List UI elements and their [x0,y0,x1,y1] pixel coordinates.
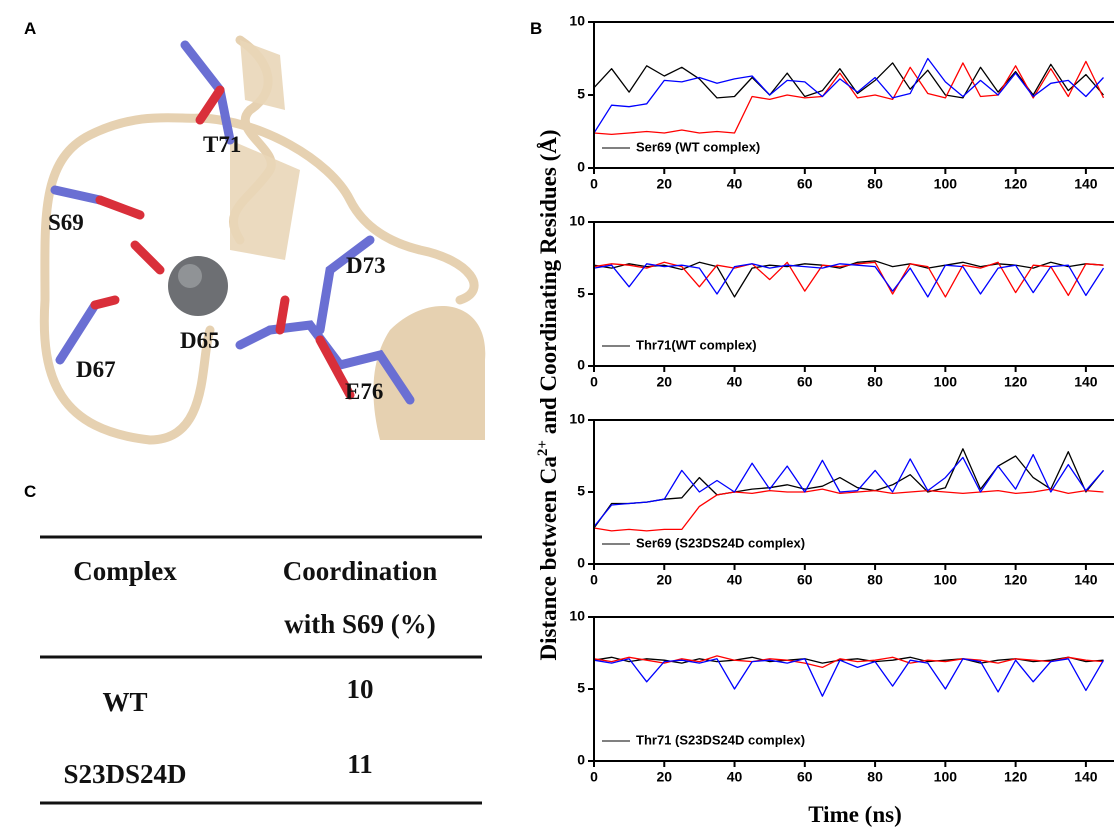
series-line [594,264,1104,297]
y-tick-label: 10 [569,411,585,427]
x-tick-label: 120 [1004,769,1028,785]
y-tick-label: 0 [577,159,585,175]
x-tick-label: 140 [1074,374,1098,390]
legend-label: Thr71 (S23DS24D complex) [636,732,805,747]
x-tick-label: 100 [934,769,958,785]
y-tick-label: 5 [577,86,585,102]
y-tick-label: 0 [577,357,585,373]
x-tick-label: 140 [1074,769,1098,785]
series-line [594,659,1104,696]
panel-letter: C [24,482,36,501]
x-tick-label: 40 [727,572,743,588]
table-header: Coordination [283,556,438,586]
y-axis-label-part: and Coordinating Residues (Å) [536,129,561,440]
x-tick-label: 100 [934,374,958,390]
table-cell: 10 [347,674,374,704]
x-tick-label: 140 [1074,176,1098,192]
x-tick-label: 80 [867,572,883,588]
x-axis-label: Time (ns) [808,802,902,827]
series-line [594,489,1104,531]
x-tick-label: 60 [797,374,813,390]
y-tick-label: 10 [569,13,585,29]
table-header: with S69 (%) [284,609,436,639]
x-tick-label: 140 [1074,572,1098,588]
table-cell: WT [102,687,147,717]
legend-label: Ser69 (WT complex) [636,139,760,154]
x-tick-label: 60 [797,572,813,588]
x-tick-label: 80 [867,374,883,390]
x-tick-label: 20 [656,769,672,785]
x-tick-label: 60 [797,176,813,192]
x-tick-label: 100 [934,176,958,192]
y-tick-label: 5 [577,483,585,499]
figure: A B C T71 S69 D73 D65 D67 [0,0,1114,830]
x-tick-label: 120 [1004,176,1028,192]
residue-label: D73 [346,253,386,278]
x-tick-label: 0 [590,769,598,785]
residue-label: D65 [180,328,220,353]
y-tick-label: 10 [569,608,585,624]
x-tick-label: 20 [656,374,672,390]
series-line [594,455,1104,527]
table-cell: 11 [347,749,373,779]
legend-label: Thr71(WT complex) [636,337,757,352]
y-axis-label: Distance between Ca2+ and Coordinating R… [535,129,561,660]
residue-label: S69 [48,210,84,235]
x-tick-label: 80 [867,769,883,785]
x-tick-label: 80 [867,176,883,192]
x-tick-label: 40 [727,769,743,785]
x-tick-label: 40 [727,374,743,390]
residue-label: D67 [76,357,116,382]
x-tick-label: 0 [590,374,598,390]
table-header: Complex [73,556,177,586]
x-tick-label: 0 [590,572,598,588]
x-tick-label: 100 [934,572,958,588]
x-tick-label: 20 [656,176,672,192]
y-tick-label: 10 [569,213,585,229]
y-tick-label: 0 [577,555,585,571]
y-axis-label-part: Distance between Ca [536,456,561,661]
y-tick-label: 0 [577,752,585,768]
page: {"panels": {"a": "A", "b": "B", "c": "C"… [0,0,1114,830]
x-tick-label: 120 [1004,374,1028,390]
x-tick-label: 60 [797,769,813,785]
x-tick-label: 120 [1004,572,1028,588]
x-tick-label: 0 [590,176,598,192]
residue-label: E76 [345,379,383,404]
x-tick-label: 40 [727,176,743,192]
y-axis-label-sup: 2+ [535,440,551,456]
panel-letter: B [530,19,542,38]
series-line [594,59,1104,134]
panel-letter: A [24,19,36,38]
table-cell: S23DS24D [63,759,186,789]
residue-label: T71 [203,132,241,157]
x-tick-label: 20 [656,572,672,588]
y-tick-label: 5 [577,680,585,696]
y-tick-label: 5 [577,285,585,301]
legend-label: Ser69 (S23DS24D complex) [636,535,805,550]
